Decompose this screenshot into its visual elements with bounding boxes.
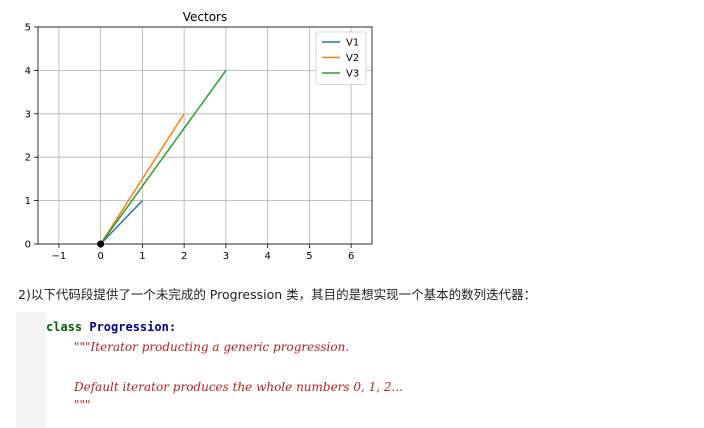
- series-line-v2: [99, 113, 185, 245]
- chart-title: Vectors: [183, 10, 228, 24]
- y-tick-label: 0: [25, 240, 31, 251]
- x-tick-label: −1: [52, 251, 67, 262]
- y-tick-label: 4: [25, 66, 31, 77]
- y-tick-label: 3: [25, 109, 31, 120]
- code-class-name: Progression: [89, 320, 169, 334]
- vectors-chart: Vectors −1 0 1 2 3 4 5 6 0 1 2 3 4 5 V1 V2 V3: [0, 0, 380, 270]
- y-tick-label: 1: [25, 196, 31, 207]
- x-tick-label: 5: [306, 251, 312, 262]
- x-tick-label: 6: [348, 251, 354, 262]
- x-tick-label: 3: [223, 251, 229, 262]
- series-line-v3: [100, 69, 227, 245]
- code-keyword: class: [46, 320, 83, 334]
- series-line-v1: [100, 200, 143, 245]
- code-docstring-line-3: """: [74, 398, 91, 412]
- code-line-class: class Progression:: [46, 320, 176, 334]
- x-tick-label: 0: [97, 251, 103, 262]
- code-docstring-line-1: """Iterator producting a generic progres…: [74, 340, 350, 354]
- legend-box: [315, 31, 367, 85]
- y-tick-label: 5: [25, 23, 31, 34]
- code-block: class Progression: """Iterator productin…: [16, 312, 688, 428]
- paragraph-text: 2)以下代码段提供了一个未完成的 Progression 类，其目的是想实现一个…: [18, 287, 537, 302]
- legend-label-v3: V3: [346, 69, 359, 80]
- chart-svg: Vectors −1 0 1 2 3 4 5 6 0 1 2 3 4 5 V1 V2 V3: [25, 10, 373, 262]
- x-tick-label: 4: [264, 251, 270, 262]
- x-tick-label: 1: [139, 251, 145, 262]
- plot-frame: [37, 26, 373, 245]
- y-tick-label: 2: [25, 153, 31, 164]
- legend-label-v1: V1: [346, 38, 359, 49]
- x-tick-label: 2: [181, 251, 187, 262]
- code-colon: :: [168, 320, 177, 334]
- code-docstring-line-2: Default iterator produces the whole numb…: [74, 380, 403, 394]
- legend-label-v2: V2: [346, 53, 359, 64]
